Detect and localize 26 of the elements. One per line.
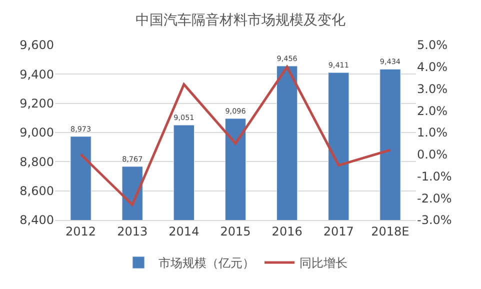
y2-tick-label: 1.0% (417, 126, 448, 140)
x-tick-label: 2012 (66, 224, 96, 238)
x-tick-label: 2016 (272, 224, 302, 238)
x-tick-label: 2014 (168, 224, 200, 238)
y-tick-label: 9,600 (20, 38, 54, 52)
x-tick-label: 2013 (117, 224, 148, 238)
y2-tick-label: 5.0% (417, 38, 448, 52)
y2-tick-label: -3.0% (417, 213, 452, 228)
y-tick-label: 8,800 (20, 154, 54, 169)
x-tick-label: 2018E (371, 224, 410, 238)
y-tick-label: 9,000 (20, 126, 54, 140)
y2-tick-label: 0.0% (417, 148, 448, 162)
y2-tick-label: -1.0% (417, 169, 452, 184)
x-tick-label: 2015 (220, 224, 251, 238)
y2-tick-label: 4.0% (417, 60, 448, 74)
y-tick-label: 8,600 (20, 184, 54, 198)
legend-label: 同比增长 (300, 256, 348, 270)
x-tick-label: 2017 (323, 224, 354, 238)
y2-tick-label: 2.0% (417, 104, 448, 118)
y2-tick-label: -2.0% (417, 191, 452, 206)
y2-tick-label: 3.0% (417, 82, 448, 96)
y-tick-label: 9,200 (20, 96, 54, 111)
chart-title: 中国汽车隔音材料市场规模及变化 (136, 12, 346, 28)
legend-label: 市场规模（亿元） (158, 256, 254, 270)
y-tick-label: 8,400 (20, 213, 54, 228)
y-tick-label: 9,400 (20, 67, 54, 82)
